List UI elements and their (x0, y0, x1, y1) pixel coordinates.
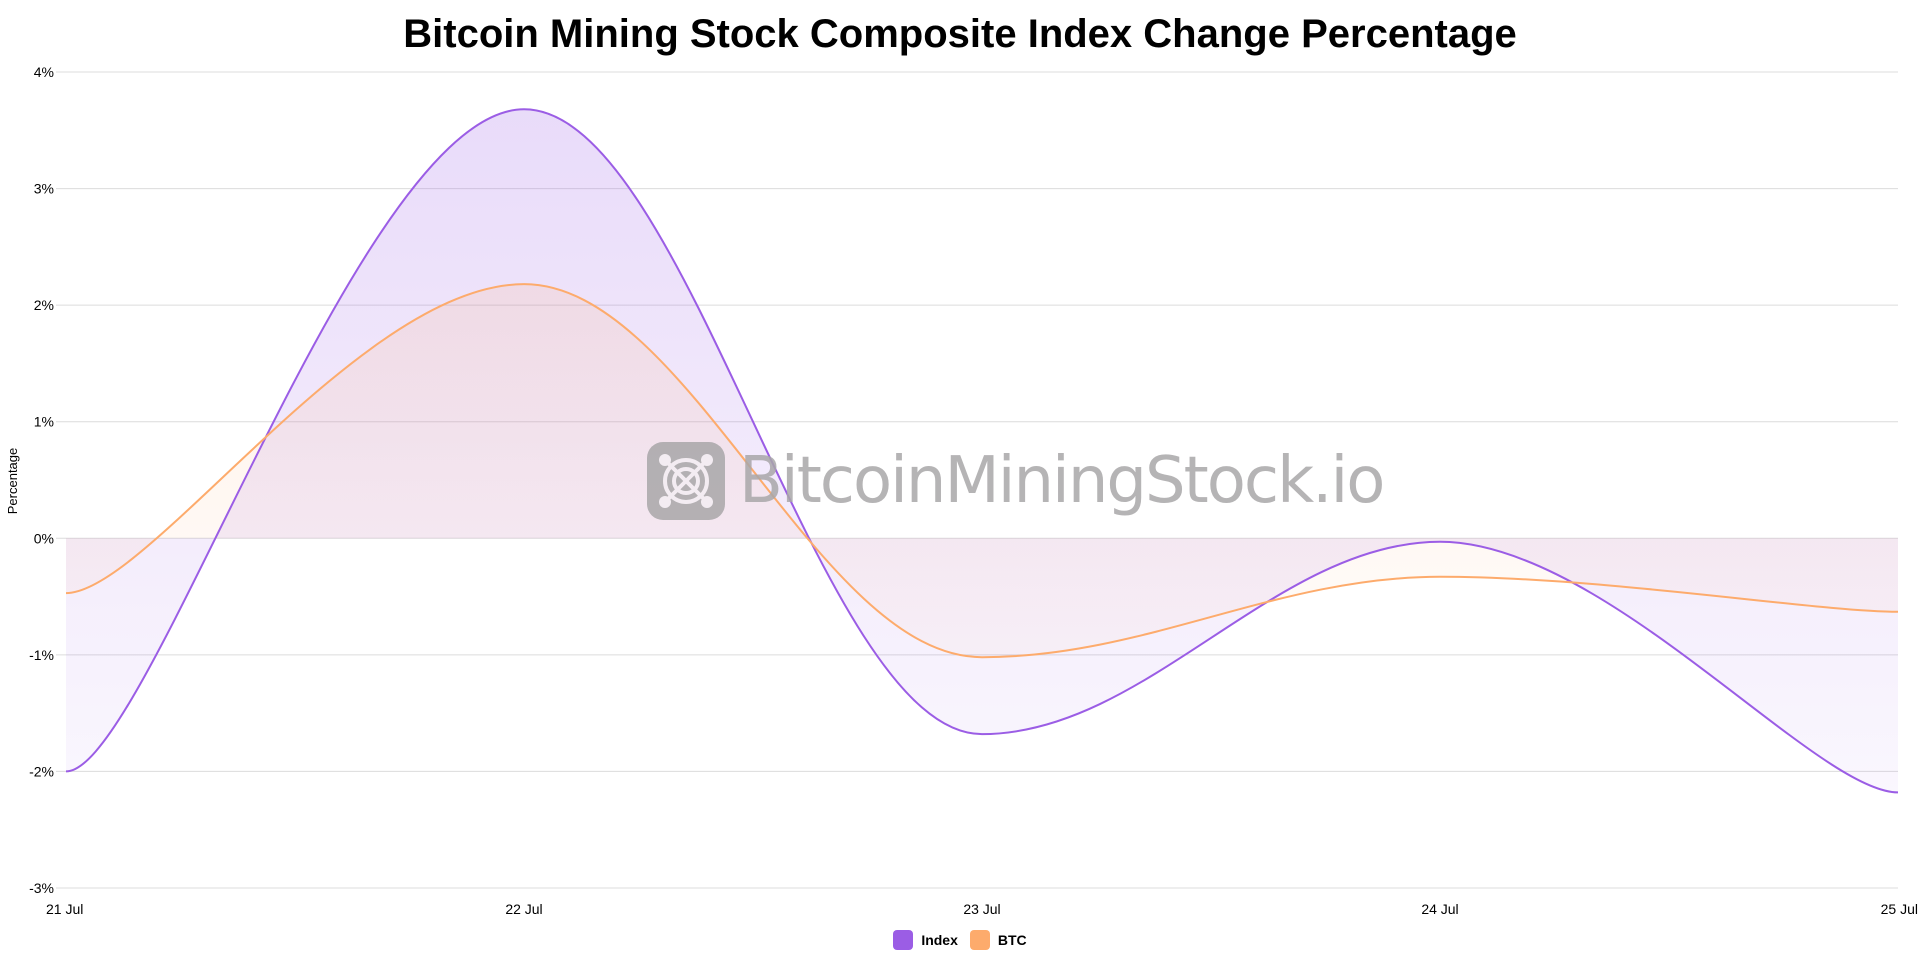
chart-title: Bitcoin Mining Stock Composite Index Cha… (403, 12, 1517, 56)
area-index (66, 109, 1898, 793)
watermark: BitcoinMiningStock.io (647, 442, 1385, 520)
y-tick-label: 4% (34, 64, 54, 80)
series-lines (65, 108, 1899, 794)
legend-item-btc[interactable]: BTC (969, 930, 1027, 950)
series-areas (66, 109, 1898, 793)
legend-label: BTC (997, 932, 1027, 948)
legend-swatch (893, 930, 914, 950)
y-tick-label: -3% (29, 880, 54, 896)
y-tick-label: -2% (29, 763, 54, 779)
y-tick-label: -1% (29, 647, 54, 663)
line-index (65, 108, 1899, 794)
x-tick-label: 24 Jul (1421, 901, 1458, 917)
watermark-text: BitcoinMiningStock.io (739, 444, 1385, 518)
x-axis-ticks: 21 Jul 22 Jul 23 Jul 24 Jul 25 Jul (46, 901, 1918, 917)
y-axis-label: Percentage (5, 448, 20, 515)
legend-item-index[interactable]: Index (893, 930, 958, 950)
x-tick-label: 21 Jul (46, 901, 83, 917)
x-tick-label: 23 Jul (963, 901, 1000, 917)
y-tick-label: 0% (34, 530, 54, 546)
legend-label: Index (921, 932, 958, 948)
mining-fan-logo-icon (647, 442, 725, 520)
y-tick-label: 2% (34, 297, 54, 313)
legend-swatch (969, 930, 990, 950)
y-axis-ticks: 4% 3% 2% 1% 0% -1% -2% -3% (29, 64, 54, 896)
x-tick-label: 22 Jul (505, 901, 542, 917)
area-btc (66, 284, 1898, 658)
legend: Index BTC (0, 930, 1920, 950)
x-tick-label: 25 Jul (1881, 901, 1918, 917)
line-btc (65, 283, 1899, 659)
y-tick-label: 1% (34, 414, 54, 430)
y-tick-label: 3% (34, 181, 54, 197)
